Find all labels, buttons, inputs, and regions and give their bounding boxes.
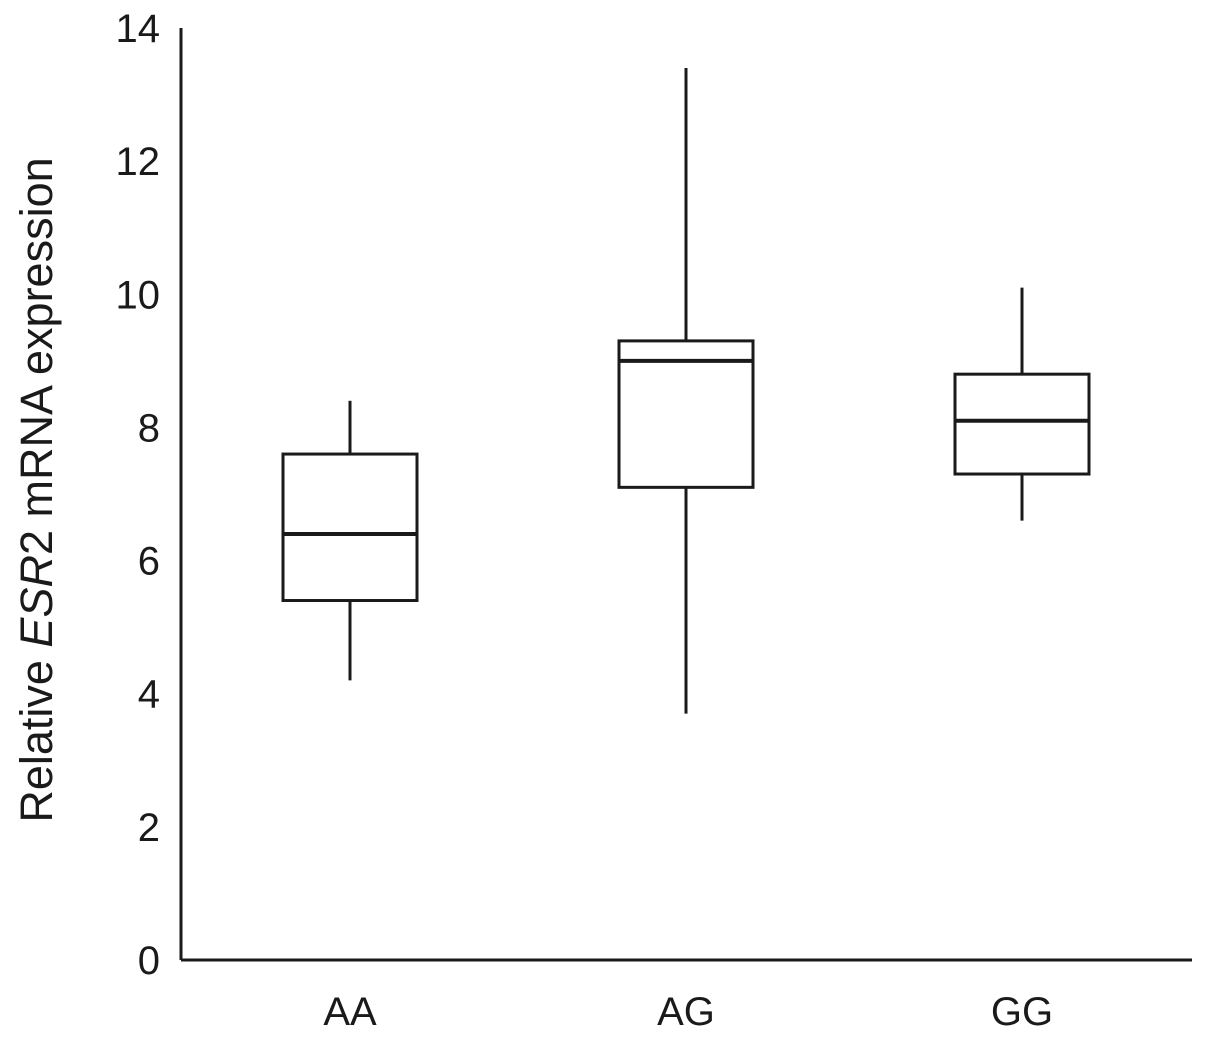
box-body [617, 339, 755, 489]
x-tick-labels: AA AG GG [323, 990, 1053, 1034]
y-tick-label: 6 [138, 540, 160, 584]
box-ag [617, 67, 755, 714]
y-tick-label: 2 [138, 806, 160, 850]
x-tick-label: AG [657, 990, 715, 1034]
x-tick-label: AA [323, 990, 377, 1034]
y-axis-title-suffix: mRNA expression [11, 157, 62, 530]
y-axis-title: Relative ESR2 mRNA expression [11, 157, 62, 822]
y-axis-title-gene: ESR [11, 555, 62, 648]
y-tick-label: 10 [116, 273, 161, 317]
y-tick-labels: 0 2 4 6 8 10 12 14 [116, 7, 161, 983]
y-axis-title-prefix: Relative [11, 648, 62, 823]
x-tick-label: GG [991, 990, 1053, 1034]
boxes [281, 67, 1091, 714]
y-tick-label: 14 [116, 7, 161, 51]
box-body [281, 452, 419, 603]
box-aa [281, 400, 419, 681]
y-tick-label: 0 [138, 939, 160, 983]
y-tick-label: 12 [116, 140, 161, 184]
y-tick-label: 4 [138, 673, 160, 717]
y-tick-label: 8 [138, 406, 160, 450]
box-body [953, 372, 1091, 476]
y-axis-title-gene-suffix: 2 [11, 530, 62, 555]
axes [179, 28, 1192, 962]
box-gg [953, 287, 1091, 521]
